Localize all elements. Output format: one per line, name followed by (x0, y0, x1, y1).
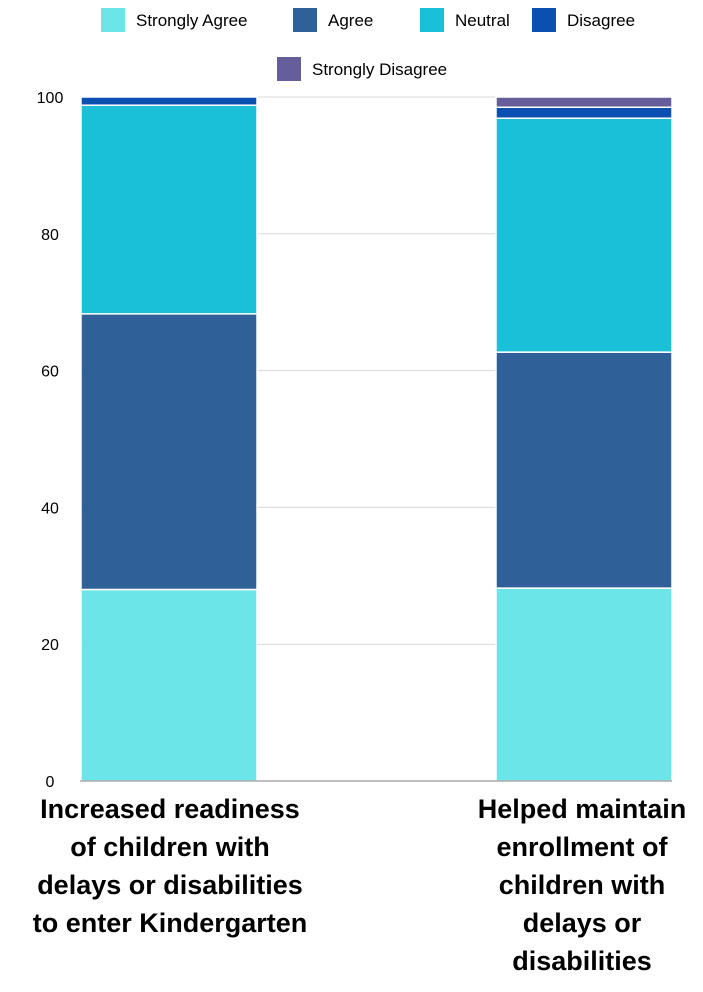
x-axis: Increased readiness of children with delay… (33, 780, 687, 976)
legend-label-disagree: Disagree (567, 11, 635, 30)
legend-item-neutral: Neutral (420, 8, 510, 32)
bar-segment-disagree-2 (495, 106, 673, 119)
legend-swatch-strongly-disagree (277, 57, 301, 81)
bar-segment-strongly-agree-2 (495, 587, 673, 782)
legend-label-strongly-agree: Strongly Agree (136, 11, 248, 30)
y-tick-label-20: 20 (41, 637, 59, 654)
legend-swatch-disagree (532, 8, 556, 32)
bar-segment-disagree-1 (80, 96, 258, 106)
y-axis: 0 20 40 60 80 100 (37, 90, 64, 791)
y-tick-label-80: 80 (41, 227, 59, 244)
legend-item-strongly-agree: Strongly Agree (101, 8, 248, 32)
bar-segment-neutral-1 (80, 104, 258, 315)
x-category-label-2: Helped maintain enrollment of children wit… (478, 794, 687, 976)
legend-swatch-strongly-agree (101, 8, 125, 32)
legend-label-agree: Agree (328, 11, 373, 30)
y-tick-label-60: 60 (41, 364, 59, 381)
y-tick-label-0: 0 (46, 774, 55, 791)
legend-label-neutral: Neutral (455, 11, 510, 30)
legend-swatch-neutral (420, 8, 444, 32)
bar-segment-neutral-2 (495, 117, 673, 353)
legend-item-agree: Agree (293, 8, 373, 32)
bar-segment-agree-1 (80, 313, 258, 591)
bar-segment-strongly-disagree-2 (495, 96, 673, 109)
bar-segment-strongly-agree-1 (80, 588, 258, 782)
bars (80, 96, 673, 782)
y-tick-label-40: 40 (41, 500, 59, 517)
legend-swatch-agree (293, 8, 317, 32)
bar-segment-agree-2 (495, 351, 673, 589)
legend-item-disagree: Disagree (532, 8, 635, 32)
legend-label-strongly-disagree: Strongly Disagree (312, 60, 447, 79)
legend: Strongly Agree Agree Neutral Disagree Strong… (101, 8, 635, 81)
x-category-label-1: Increased readiness of children with delay… (33, 794, 308, 938)
y-tick-label-100: 100 (37, 90, 64, 107)
legend-item-strongly-disagree: Strongly Disagree (277, 57, 447, 81)
